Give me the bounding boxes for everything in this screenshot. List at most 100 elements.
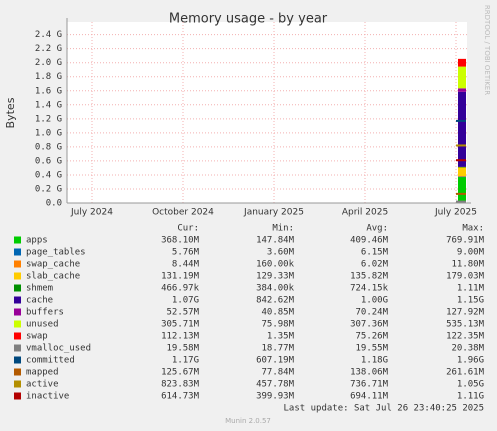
legend-swatch <box>14 320 21 328</box>
legend-stat: 129.33M <box>256 272 295 282</box>
legend-stat: 6.02M <box>361 260 389 270</box>
y-axis-label: Bytes <box>4 97 17 128</box>
legend-stat: 138.06M <box>350 368 389 378</box>
legend-stat: 1.35M <box>267 332 295 342</box>
legend-stat: 614.73M <box>161 392 200 402</box>
legend-stat: 399.93M <box>256 392 295 402</box>
y-tick-label: 1.4 G <box>35 100 62 110</box>
legend-swatch <box>14 380 21 388</box>
legend-label: swap_cache <box>26 260 80 270</box>
legend-stat: 261.61M <box>446 368 485 378</box>
legend-stat: 736.71M <box>350 380 389 390</box>
legend-label: active <box>26 380 59 390</box>
legend-label: apps <box>26 236 48 246</box>
legend-stat: 694.11M <box>350 392 389 402</box>
legend-stat: 77.84M <box>261 368 294 378</box>
legend-swatch <box>14 392 21 400</box>
last-update: Last update: Sat Jul 26 23:40:25 2025 <box>284 404 484 414</box>
legend-label: page_tables <box>26 248 86 258</box>
legend-stat: 112.13M <box>161 332 200 342</box>
area-segment <box>458 177 466 203</box>
legend-stat: 135.82M <box>350 272 389 282</box>
area-segment <box>458 176 466 177</box>
legend-label: swap <box>26 332 48 342</box>
legend-stat: 305.71M <box>161 320 200 330</box>
legend-label: unused <box>26 320 59 330</box>
legend-stat: 457.78M <box>256 380 295 390</box>
legend-stat: 52.57M <box>166 308 199 318</box>
legend-stat: 5.76M <box>172 248 200 258</box>
y-tick-label: 1.6 G <box>35 86 62 96</box>
y-tick-label: 0.0 <box>46 199 62 209</box>
legend-stat: 20.38M <box>451 344 484 354</box>
legend-swatch <box>14 296 21 304</box>
legend-stat: 823.83M <box>161 380 200 390</box>
x-tick-label: January 2025 <box>243 208 304 218</box>
legend-stat: 8.44M <box>172 260 200 270</box>
chart-title: Memory usage - by year <box>169 12 328 27</box>
legend-label: inactive <box>26 392 69 402</box>
legend-label: vmalloc_used <box>26 344 91 354</box>
legend-stat: 75.26M <box>355 332 388 342</box>
legend-stat: 6.15M <box>361 248 389 258</box>
legend-swatch <box>14 284 21 292</box>
y-tick-label: 1.0 G <box>35 128 62 138</box>
legend-label: slab_cache <box>26 272 80 282</box>
legend-stat: 125.67M <box>161 368 200 378</box>
legend-stat: 40.85M <box>261 308 294 318</box>
legend-stat: 1.96G <box>457 356 484 366</box>
y-tick-label: 0.4 G <box>35 170 62 180</box>
footer: Munin 2.0.57 <box>225 417 271 425</box>
legend-stat: 1.17G <box>172 356 199 366</box>
area-segment <box>458 58 466 67</box>
y-tick-label: 0.6 G <box>35 156 62 166</box>
legend-stat: 70.24M <box>355 308 388 318</box>
legend-header: Cur: <box>177 224 199 234</box>
area-segment <box>458 66 466 89</box>
legend-stat: 160.00k <box>256 260 295 270</box>
legend-stat: 19.55M <box>355 344 388 354</box>
y-tick-label: 0.2 G <box>35 184 62 194</box>
x-tick-label: April 2025 <box>342 208 388 218</box>
legend-stat: 75.98M <box>261 320 294 330</box>
legend-swatch <box>14 308 21 316</box>
legend-stat: 535.13M <box>446 320 485 330</box>
legend-header: Max: <box>462 224 484 234</box>
legend-stat: 131.19M <box>161 272 200 282</box>
legend-stat: 11.80M <box>451 260 484 270</box>
legend-stat: 1.05G <box>457 380 484 390</box>
area-segment <box>458 176 466 178</box>
legend-stat: 18.77M <box>261 344 294 354</box>
legend-stat: 179.03M <box>446 272 485 282</box>
legend-label: cache <box>26 296 53 306</box>
legend-stat: 1.15G <box>457 296 484 306</box>
legend-label: buffers <box>26 308 64 318</box>
legend-label: shmem <box>26 284 53 294</box>
legend-swatch <box>14 248 21 256</box>
legend-swatch <box>14 332 21 340</box>
legend-swatch <box>14 344 21 352</box>
legend-stat: 409.46M <box>350 236 389 246</box>
legend-stat: 466.97k <box>161 284 200 294</box>
legend-swatch <box>14 368 21 376</box>
legend-stat: 1.11G <box>457 392 484 402</box>
x-tick-label: July 2025 <box>434 208 477 218</box>
y-tick-label: 2.2 G <box>35 44 62 54</box>
legend-swatch <box>14 272 21 280</box>
y-tick-label: 0.8 G <box>35 142 62 152</box>
x-tick-label: July 2024 <box>70 208 113 218</box>
legend-label: committed <box>26 356 75 366</box>
area-segment <box>458 88 466 92</box>
side-text: RRDTOOL / TOBI OETIKER <box>483 5 491 95</box>
legend-header: Min: <box>272 224 294 234</box>
legend-stat: 607.19M <box>256 356 295 366</box>
legend-stat: 1.18G <box>361 356 388 366</box>
y-tick-label: 2.0 G <box>35 58 62 68</box>
legend-stat: 724.15k <box>350 284 389 294</box>
x-tick-label: October 2024 <box>152 208 214 218</box>
legend-stat: 122.35M <box>446 332 485 342</box>
legend-stat: 1.07G <box>172 296 199 306</box>
legend-stat: 769.91M <box>446 236 485 246</box>
legend-header: Avg: <box>366 224 388 234</box>
